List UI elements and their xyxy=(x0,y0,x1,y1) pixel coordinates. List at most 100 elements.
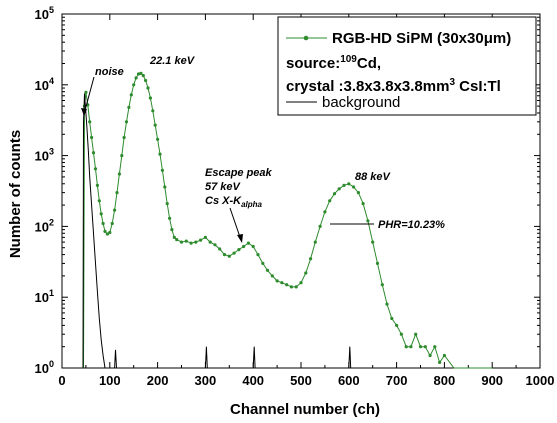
x-tick-label: 900 xyxy=(481,373,503,388)
data-point xyxy=(158,152,162,156)
data-point xyxy=(151,109,155,113)
data-point xyxy=(179,240,184,244)
data-point xyxy=(136,72,141,76)
annotation-noise: noise xyxy=(95,66,124,78)
data-point xyxy=(153,123,157,127)
data-point xyxy=(280,281,284,285)
x-tick-label: 600 xyxy=(338,373,360,388)
x-axis-ticks: 0 100 200 300 400 500 600 700 800 900 1000 xyxy=(58,14,554,388)
y-tick-label: 103 xyxy=(35,147,54,164)
data-point xyxy=(144,78,148,83)
data-point xyxy=(122,135,126,140)
data-point xyxy=(261,261,265,265)
legend-series-marker xyxy=(303,35,309,41)
data-point xyxy=(227,254,231,258)
legend: RGB-HD SiPM (30x30μm) source:109Cd, crys… xyxy=(277,16,537,116)
data-point xyxy=(270,274,274,278)
data-point xyxy=(88,120,92,124)
data-point xyxy=(134,76,138,80)
data-point xyxy=(189,241,193,245)
data-point xyxy=(108,230,112,235)
annotation-escape-line1: Escape peak xyxy=(205,167,273,179)
data-point xyxy=(160,168,164,172)
data-point xyxy=(275,279,279,283)
data-point xyxy=(356,191,360,195)
data-point xyxy=(395,323,399,327)
data-point xyxy=(232,251,236,255)
data-point xyxy=(347,182,351,186)
data-point xyxy=(237,248,241,252)
data-point xyxy=(120,154,124,158)
data-point xyxy=(101,221,105,226)
data-point xyxy=(90,135,94,140)
data-point xyxy=(99,212,103,216)
data-point xyxy=(380,283,384,287)
data-point xyxy=(328,199,332,203)
data-point xyxy=(399,332,403,336)
data-point xyxy=(156,137,160,141)
data-point xyxy=(294,285,298,289)
x-tick-label: 0 xyxy=(58,373,65,388)
data-point xyxy=(103,229,107,233)
data-point xyxy=(404,345,408,349)
data-point xyxy=(361,202,365,206)
annotations: noise 22.1 keV Escape peak 57 keV Cs X-K… xyxy=(81,55,445,243)
legend-box xyxy=(277,16,537,116)
x-axis-title: Channel number (ch) xyxy=(230,401,380,418)
annotation-escape-line3: Cs X-Kalpha xyxy=(205,195,263,209)
data-point xyxy=(95,183,99,187)
data-point xyxy=(148,96,152,100)
data-point xyxy=(163,185,167,189)
data-point xyxy=(299,281,303,285)
data-point xyxy=(170,228,174,232)
data-point xyxy=(222,253,227,257)
data-point xyxy=(366,219,370,223)
data-point xyxy=(218,247,222,251)
data-point xyxy=(309,257,313,261)
data-point xyxy=(203,235,207,239)
annotation-noise-arrow xyxy=(83,76,95,115)
series-layer xyxy=(82,71,493,369)
data-point xyxy=(352,185,356,189)
data-point xyxy=(285,283,289,287)
data-point xyxy=(110,221,114,226)
data-point xyxy=(313,240,317,244)
data-point xyxy=(146,86,150,90)
annotation-peak2: 88 keV xyxy=(355,171,392,183)
data-point xyxy=(428,353,432,358)
y-tick-label: 100 xyxy=(35,359,54,376)
data-point xyxy=(242,244,246,249)
annotation-escape-arrowhead xyxy=(237,234,243,243)
legend-background-label: background xyxy=(322,94,400,111)
y-axis-title: Number of counts xyxy=(7,130,24,258)
data-point xyxy=(304,271,308,275)
data-point xyxy=(115,191,119,195)
data-point xyxy=(127,105,131,109)
data-point xyxy=(371,240,375,244)
data-point xyxy=(139,71,143,75)
y-tick-label: 104 xyxy=(35,76,54,93)
data-point xyxy=(337,187,341,191)
data-point xyxy=(246,241,250,245)
data-point xyxy=(423,345,427,349)
data-point xyxy=(84,90,88,94)
data-point xyxy=(184,239,188,243)
data-point xyxy=(332,192,337,196)
data-point xyxy=(442,353,446,358)
data-point xyxy=(342,183,346,187)
x-tick-label: 800 xyxy=(434,373,456,388)
annotation-peak1: 22.1 keV xyxy=(149,55,196,67)
data-point xyxy=(433,345,437,349)
data-point xyxy=(418,345,423,349)
y-tick-label: 101 xyxy=(35,288,54,305)
data-point xyxy=(414,332,418,336)
x-tick-label: 100 xyxy=(99,373,121,388)
data-point xyxy=(132,83,136,87)
x-tick-label: 200 xyxy=(147,373,169,388)
data-point xyxy=(129,93,133,97)
series-line-0 xyxy=(83,72,493,369)
data-point xyxy=(409,345,413,349)
x-tick-label: 700 xyxy=(386,373,408,388)
data-point xyxy=(124,120,129,124)
